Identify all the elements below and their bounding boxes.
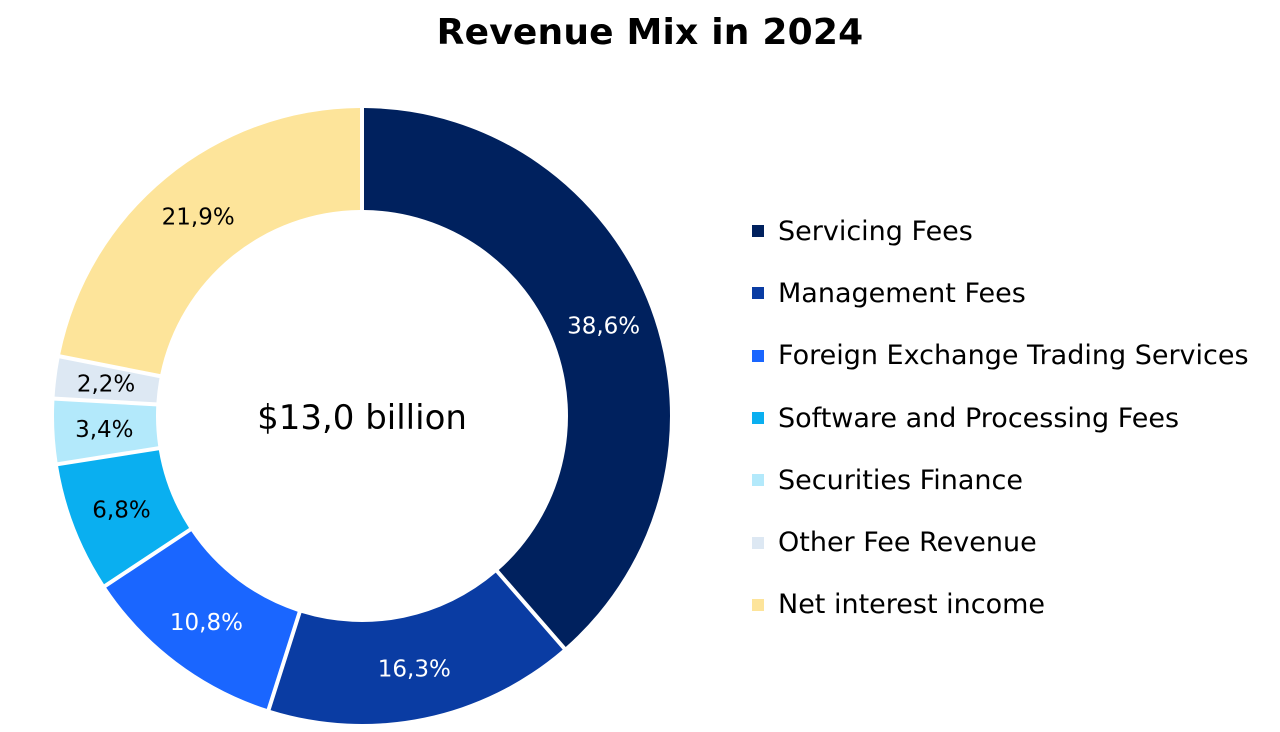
legend-label: Other Fee Revenue — [778, 527, 1037, 559]
legend-swatch — [752, 536, 764, 549]
slice-other-fee-revenue — [54, 358, 160, 403]
donut-slice-labels: 38,6% 16,3% 10,8% 6,8% 3,4% 2,2% 21,9% — [75, 205, 640, 683]
legend-swatch — [752, 598, 764, 611]
legend-label: Servicing Fees — [778, 215, 973, 247]
legend-item-servicing-fees: Servicing Fees — [752, 200, 1272, 262]
legend-item-foreign-exchange-trading-services: Foreign Exchange Trading Services — [752, 325, 1272, 387]
donut-chart: 38,6% 16,3% 10,8% 6,8% 3,4% 2,2% 21,9% $13,0 b… — [54, 108, 671, 724]
legend-item-net-interest-income: Net interest income — [752, 574, 1272, 636]
legend-label: Management Fees — [778, 277, 1026, 309]
slice-servicing-fees — [363, 108, 671, 647]
slice-net-interest-income — [60, 108, 361, 375]
slice-label-management-fees: 16,3% — [378, 657, 451, 683]
slice-label-net-interest-income: 21,9% — [162, 205, 235, 231]
legend-item-management-fees: Management Fees — [752, 262, 1272, 324]
legend-swatch — [752, 349, 764, 362]
legend-swatch — [752, 287, 764, 300]
legend-label: Net interest income — [778, 589, 1046, 621]
legend-label: Securities Finance — [778, 464, 1023, 496]
slice-label-software-and-processing-fees: 6,8% — [92, 497, 150, 523]
center-total-label: $13,0 billion — [257, 398, 467, 438]
slice-label-other-fee-revenue: 2,2% — [77, 372, 135, 398]
legend-item-software-and-processing-fees: Software and Processing Fees — [752, 387, 1272, 449]
legend-swatch — [752, 225, 764, 238]
slice-label-foreign-exchange-trading-services: 10,8% — [170, 610, 243, 636]
chart-legend: Servicing Fees Management Fees Foreign Exc… — [752, 200, 1272, 636]
legend-label: Foreign Exchange Trading Services — [778, 340, 1249, 372]
legend-item-securities-finance: Securities Finance — [752, 449, 1272, 511]
chart-title: Revenue Mix in 2024 — [436, 12, 864, 53]
donut-slices — [54, 108, 671, 724]
legend-swatch — [752, 474, 764, 487]
slice-management-fees — [270, 572, 563, 724]
slice-software-and-processing-fees — [58, 450, 190, 585]
legend-swatch — [752, 412, 764, 425]
slice-securities-finance — [54, 400, 159, 463]
slice-foreign-exchange-trading-services — [106, 531, 298, 709]
slice-label-servicing-fees: 38,6% — [567, 314, 640, 340]
legend-label: Software and Processing Fees — [778, 402, 1180, 434]
slice-label-securities-finance: 3,4% — [75, 417, 133, 443]
legend-item-other-fee-revenue: Other Fee Revenue — [752, 511, 1272, 573]
